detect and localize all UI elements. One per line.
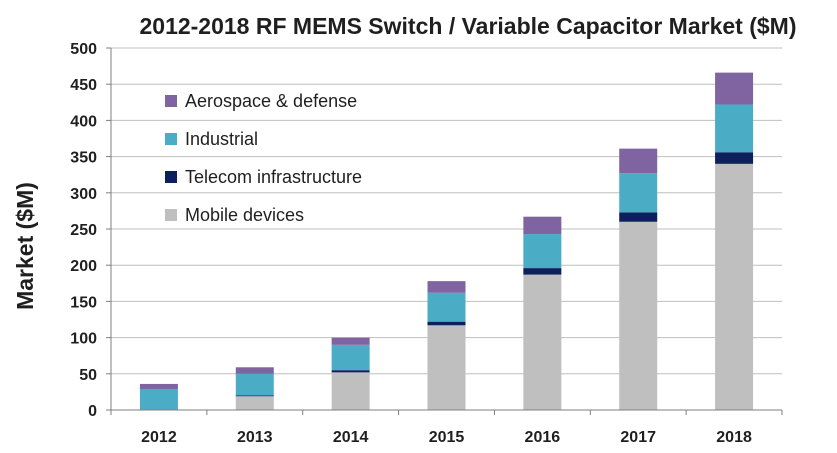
bar-segment bbox=[619, 221, 658, 410]
y-tick-label: 500 bbox=[70, 41, 97, 58]
bar-segment bbox=[523, 216, 562, 235]
bar-segment bbox=[139, 383, 178, 390]
bar-segment bbox=[523, 234, 562, 269]
bar-segment bbox=[715, 152, 754, 164]
x-tick-label: 2016 bbox=[525, 429, 561, 446]
legend-swatch bbox=[165, 171, 177, 183]
y-tick-label: 200 bbox=[70, 258, 97, 275]
bar-segment bbox=[139, 389, 178, 410]
bar-segment bbox=[427, 281, 466, 293]
x-tick-label: 2015 bbox=[429, 429, 465, 446]
legend-swatch bbox=[165, 209, 177, 221]
bars bbox=[139, 72, 754, 410]
y-tick-label: 300 bbox=[70, 186, 97, 203]
y-tick-label: 150 bbox=[70, 294, 97, 311]
x-tick-label: 2018 bbox=[716, 429, 752, 446]
bar-segment bbox=[619, 148, 658, 174]
bar-segment bbox=[331, 370, 370, 373]
bar-segment bbox=[523, 268, 562, 275]
y-tick-label: 450 bbox=[70, 77, 97, 94]
bar-segment bbox=[427, 292, 466, 322]
bar-segment bbox=[427, 321, 466, 326]
gridlines bbox=[111, 47, 782, 375]
x-tick-label: 2012 bbox=[141, 429, 177, 446]
legend: Aerospace & defense Industrial Telecom inf… bbox=[165, 91, 362, 225]
bar-segment bbox=[427, 325, 466, 410]
axes: 0 50 100 150 200 250 300 350 400 450 500 2012 2013 20… bbox=[70, 41, 783, 446]
bar-segment bbox=[715, 163, 754, 410]
bar-segment bbox=[619, 212, 658, 222]
y-tick-label: 250 bbox=[70, 222, 97, 239]
bar-segment bbox=[235, 367, 274, 374]
y-tick-label: 50 bbox=[79, 367, 97, 384]
legend-label: Mobile devices bbox=[185, 205, 304, 225]
legend-swatch bbox=[165, 95, 177, 107]
chart-title: 2012-2018 RF MEMS Switch / Variable Capa… bbox=[139, 13, 796, 39]
x-tick-label: 2014 bbox=[333, 429, 369, 446]
bar-segment bbox=[619, 173, 658, 213]
legend-label: Aerospace & defense bbox=[185, 91, 357, 111]
y-axis-title: Market ($M) bbox=[12, 182, 38, 310]
y-tick-label: 0 bbox=[88, 403, 97, 420]
legend-label: Industrial bbox=[185, 129, 258, 149]
x-tick-label: 2013 bbox=[237, 429, 273, 446]
bar-segment bbox=[235, 373, 274, 396]
bar-segment bbox=[235, 395, 274, 397]
bar-segment bbox=[331, 344, 370, 371]
bar-segment bbox=[235, 396, 274, 410]
bar-segment bbox=[523, 274, 562, 410]
bar-segment bbox=[715, 104, 754, 153]
bar-segment bbox=[715, 72, 754, 105]
x-tick-label: 2017 bbox=[620, 429, 656, 446]
bar-segment bbox=[331, 372, 370, 410]
legend-label: Telecom infrastructure bbox=[185, 167, 362, 187]
y-tick-label: 400 bbox=[70, 113, 97, 130]
legend-swatch bbox=[165, 133, 177, 145]
y-tick-label: 100 bbox=[70, 331, 97, 348]
y-tick-label: 350 bbox=[70, 150, 97, 167]
bar-segment bbox=[331, 337, 370, 345]
